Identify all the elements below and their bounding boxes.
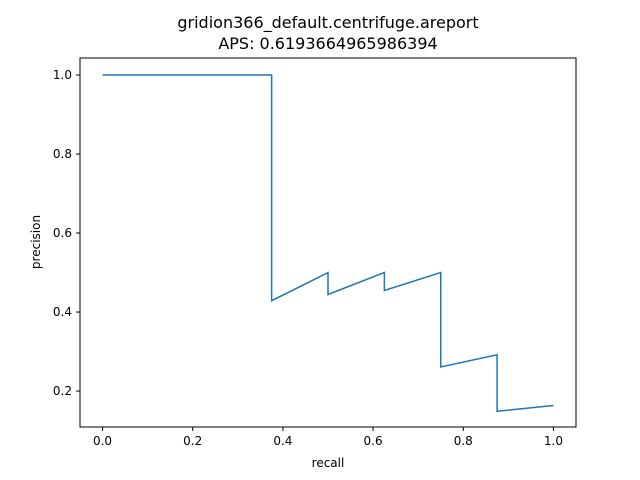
y-tick-label: 0.4 — [53, 305, 72, 319]
y-tick-label: 1.0 — [53, 68, 72, 82]
x-tick-label: 0.6 — [364, 434, 383, 448]
precision-recall-line — [102, 74, 554, 413]
x-axis-label: recall — [312, 456, 345, 470]
y-tick-label: 0.2 — [53, 384, 72, 398]
x-tick-label: 0.4 — [273, 434, 292, 448]
plot-area — [102, 74, 554, 413]
x-tick-label: 0.2 — [183, 434, 202, 448]
y-tick-label: 0.8 — [53, 147, 72, 161]
y-tick-label: 0.6 — [53, 226, 72, 240]
chart-subtitle: APS: 0.6193664965986394 — [218, 34, 437, 53]
x-tick-label: 0.8 — [454, 434, 473, 448]
chart-title: gridion366_default.centrifuge.areport — [177, 13, 478, 33]
x-tick-label: 1.0 — [544, 434, 563, 448]
y-axis-label: precision — [29, 215, 43, 269]
axes-frame — [79, 57, 577, 428]
x-tick-label: 0.0 — [93, 434, 112, 448]
